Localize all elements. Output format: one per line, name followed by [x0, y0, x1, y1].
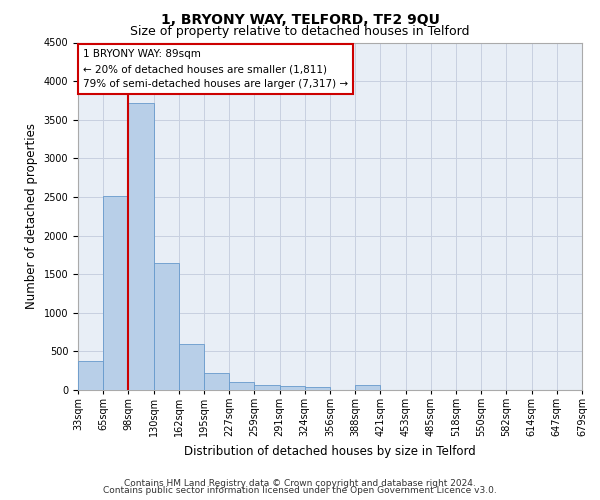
Bar [204, 372, 229, 390]
Bar [229, 382, 254, 390]
Text: Contains public sector information licensed under the Open Government Licence v3: Contains public sector information licen… [103, 486, 497, 495]
Bar [254, 384, 280, 390]
Bar [78, 362, 103, 390]
Text: 1 BRYONY WAY: 89sqm
← 20% of detached houses are smaller (1,811)
79% of semi-det: 1 BRYONY WAY: 89sqm ← 20% of detached ho… [83, 50, 348, 89]
Bar [305, 386, 330, 390]
Bar [128, 102, 154, 390]
Text: 1, BRYONY WAY, TELFORD, TF2 9QU: 1, BRYONY WAY, TELFORD, TF2 9QU [161, 12, 439, 26]
Text: Contains HM Land Registry data © Crown copyright and database right 2024.: Contains HM Land Registry data © Crown c… [124, 478, 476, 488]
Bar [103, 196, 128, 390]
Bar [154, 264, 179, 390]
Bar [280, 386, 305, 390]
Bar [355, 384, 380, 390]
Bar [179, 344, 204, 390]
X-axis label: Distribution of detached houses by size in Telford: Distribution of detached houses by size … [184, 445, 476, 458]
Y-axis label: Number of detached properties: Number of detached properties [25, 123, 38, 309]
Text: Size of property relative to detached houses in Telford: Size of property relative to detached ho… [130, 25, 470, 38]
